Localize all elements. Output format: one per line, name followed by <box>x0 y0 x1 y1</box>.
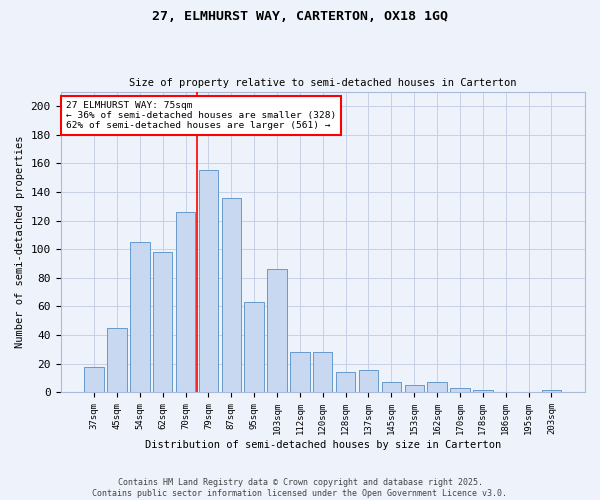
Text: 27, ELMHURST WAY, CARTERTON, OX18 1GQ: 27, ELMHURST WAY, CARTERTON, OX18 1GQ <box>152 10 448 23</box>
Bar <box>542 390 561 392</box>
Bar <box>427 382 447 392</box>
Bar <box>268 269 287 392</box>
Bar <box>336 372 355 392</box>
Bar <box>450 388 470 392</box>
Title: Size of property relative to semi-detached houses in Carterton: Size of property relative to semi-detach… <box>129 78 517 88</box>
Bar <box>221 198 241 392</box>
Bar <box>244 302 264 392</box>
Y-axis label: Number of semi-detached properties: Number of semi-detached properties <box>15 136 25 348</box>
Bar <box>404 386 424 392</box>
Bar <box>107 328 127 392</box>
Bar <box>153 252 172 392</box>
Bar <box>130 242 149 392</box>
Bar <box>85 366 104 392</box>
Bar <box>290 352 310 393</box>
Bar <box>199 170 218 392</box>
X-axis label: Distribution of semi-detached houses by size in Carterton: Distribution of semi-detached houses by … <box>145 440 501 450</box>
Bar <box>176 212 195 392</box>
Bar <box>313 352 332 393</box>
Text: 27 ELMHURST WAY: 75sqm
← 36% of semi-detached houses are smaller (328)
62% of se: 27 ELMHURST WAY: 75sqm ← 36% of semi-det… <box>66 100 336 130</box>
Bar <box>382 382 401 392</box>
Text: Contains HM Land Registry data © Crown copyright and database right 2025.
Contai: Contains HM Land Registry data © Crown c… <box>92 478 508 498</box>
Bar <box>473 390 493 392</box>
Bar <box>359 370 378 392</box>
